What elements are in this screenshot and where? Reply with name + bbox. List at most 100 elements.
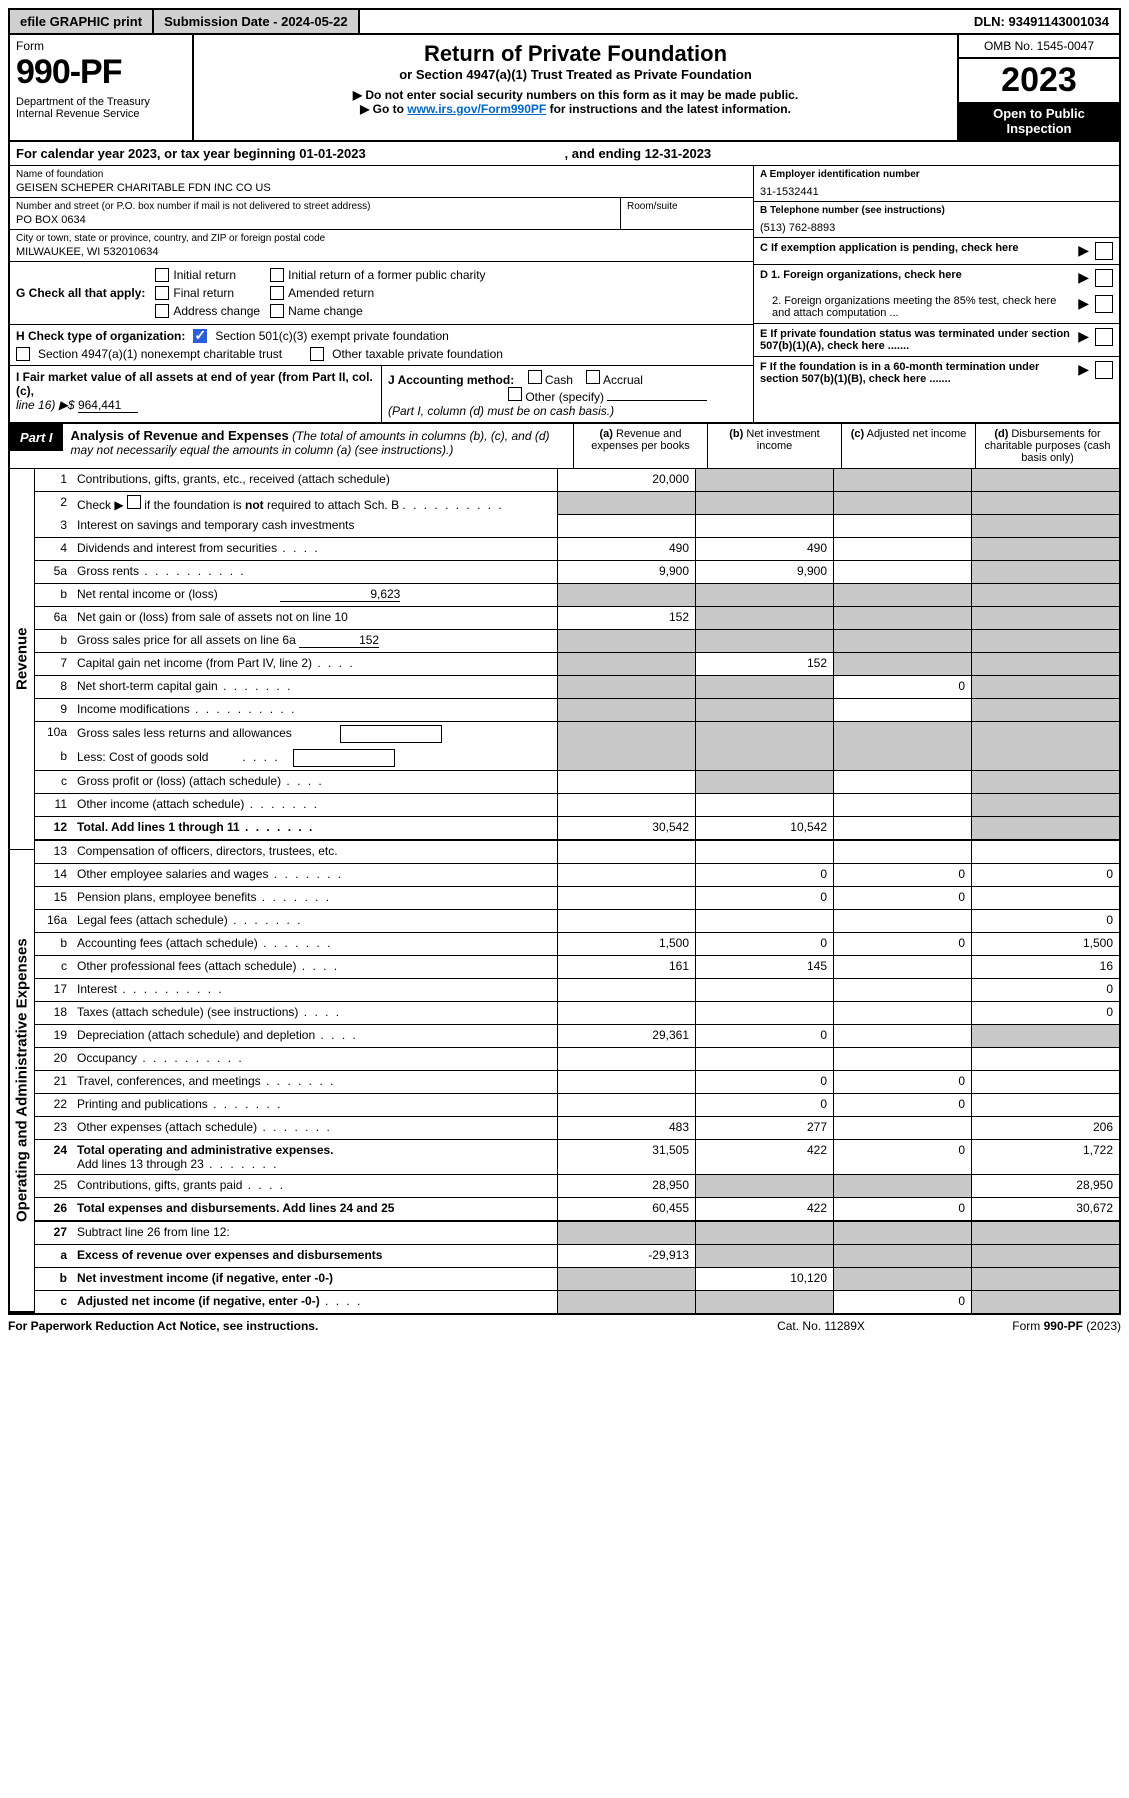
g-amended-return-checkbox[interactable] [270, 286, 284, 300]
line-27: 27 Subtract line 26 from line 12: [35, 1222, 1119, 1245]
col-d [971, 841, 1119, 863]
schB-checkbox[interactable] [127, 495, 141, 509]
col-c-header: (c) Adjusted net income [841, 424, 975, 468]
g-address-change-checkbox[interactable] [155, 304, 169, 318]
col-a: 490 [557, 538, 695, 560]
col-a [557, 771, 695, 793]
col-d: 28,950 [971, 1175, 1119, 1197]
form-number: 990-PF [16, 53, 186, 92]
col-b: 9,900 [695, 561, 833, 583]
col-a [557, 653, 695, 675]
line-desc: Pension plans, employee benefits [73, 887, 557, 909]
d1-checkbox[interactable] [1095, 269, 1113, 287]
line-num: 7 [35, 653, 73, 675]
line-num: 16a [35, 910, 73, 932]
col-d: 0 [971, 979, 1119, 1001]
line-desc: Gross profit or (loss) (attach schedule) [73, 771, 557, 793]
arrow-icon: ▶ [1078, 295, 1089, 319]
col-d [971, 722, 1119, 746]
col-c: 0 [833, 864, 971, 886]
col-a [557, 515, 695, 537]
j-other-checkbox[interactable] [508, 387, 522, 401]
section-ij: I Fair market value of all assets at end… [10, 365, 753, 422]
col-d: 0 [971, 1002, 1119, 1024]
line-16b: b Accounting fees (attach schedule) 1,50… [35, 933, 1119, 956]
col-b [695, 910, 833, 932]
foundation-name-value: GEISEN SCHEPER CHARITABLE FDN INC CO US [16, 180, 747, 194]
line-num: 18 [35, 1002, 73, 1024]
col-d [971, 515, 1119, 537]
h-opt3: Other taxable private foundation [332, 347, 503, 361]
arrow-icon: ▶ [1078, 269, 1089, 287]
line-num: 20 [35, 1048, 73, 1070]
line-num: a [35, 1245, 73, 1267]
col-b: 422 [695, 1198, 833, 1220]
g-initial-former-checkbox[interactable] [270, 268, 284, 282]
line-num: 2 [35, 492, 73, 515]
col-b [695, 676, 833, 698]
line-desc: Excess of revenue over expenses and disb… [73, 1245, 557, 1267]
street-cell: Number and street (or P.O. box number if… [10, 198, 620, 230]
col-d [971, 1025, 1119, 1047]
city-value: MILWAUKEE, WI 532010634 [16, 244, 747, 258]
col-a: 29,361 [557, 1025, 695, 1047]
col-d [971, 746, 1119, 770]
g-opt6: Name change [288, 304, 363, 318]
c-checkbox[interactable] [1095, 242, 1113, 260]
line-27b: b Net investment income (if negative, en… [35, 1268, 1119, 1291]
h-501c3-checkbox[interactable] [193, 329, 207, 343]
form990pf-link[interactable]: www.irs.gov/Form990PF [407, 102, 546, 116]
line-7: 7 Capital gain net income (from Part IV,… [35, 653, 1119, 676]
line-desc: Depreciation (attach schedule) and deple… [73, 1025, 557, 1047]
col-a [557, 864, 695, 886]
col-b [695, 1048, 833, 1070]
section-d1: D 1. Foreign organizations, check here ▶ [754, 265, 1119, 291]
form-reference: Form 990-PF (2023) [921, 1319, 1121, 1333]
phone-cell: B Telephone number (see instructions) (5… [754, 202, 1119, 238]
col-b: 0 [695, 1094, 833, 1116]
h-label: H Check type of organization: [16, 329, 185, 343]
line-21: 21 Travel, conferences, and meetings 0 0 [35, 1071, 1119, 1094]
line-desc: Other expenses (attach schedule) [73, 1117, 557, 1139]
phone-value: (513) 762-8893 [760, 216, 1113, 234]
g-final-return-checkbox[interactable] [155, 286, 169, 300]
identity-block: Name of foundation GEISEN SCHEPER CHARIT… [8, 166, 1121, 424]
open-to-public: Open to Public Inspection [959, 102, 1119, 140]
d2-checkbox[interactable] [1095, 295, 1113, 313]
line-num: 25 [35, 1175, 73, 1197]
line-10c: c Gross profit or (loss) (attach schedul… [35, 771, 1119, 794]
col-b [695, 630, 833, 652]
line-num: c [35, 956, 73, 978]
d2-label: 2. Foreign organizations meeting the 85%… [760, 295, 1072, 319]
h-other-checkbox[interactable] [310, 347, 324, 361]
h-4947-checkbox[interactable] [16, 347, 30, 361]
col-d [971, 469, 1119, 491]
col-c: 0 [833, 1140, 971, 1174]
j-cash-checkbox[interactable] [528, 370, 542, 384]
line-num: c [35, 1291, 73, 1313]
efile-print-button[interactable]: efile GRAPHIC print [10, 10, 154, 33]
tax-year-end: , and ending 12-31-2023 [565, 146, 1114, 161]
j-accrual-checkbox[interactable] [586, 370, 600, 384]
line-desc: Printing and publications [73, 1094, 557, 1116]
line-desc: Net rental income or (loss) 9,623 [73, 584, 557, 606]
e-checkbox[interactable] [1095, 328, 1113, 346]
section-i: I Fair market value of all assets at end… [10, 366, 381, 422]
g-initial-return-checkbox[interactable] [155, 268, 169, 282]
line-10b: b Less: Cost of goods sold [35, 746, 1119, 771]
col-c [833, 699, 971, 721]
line-10a: 10a Gross sales less returns and allowan… [35, 722, 1119, 746]
d1-label: D 1. Foreign organizations, check here [760, 269, 1072, 287]
line-26: 26 Total expenses and disbursements. Add… [35, 1198, 1119, 1222]
line-num: 6a [35, 607, 73, 629]
col-d [971, 817, 1119, 839]
line-6a: 6a Net gain or (loss) from sale of asset… [35, 607, 1119, 630]
g-name-change-checkbox[interactable] [270, 304, 284, 318]
catalog-number: Cat. No. 11289X [721, 1319, 921, 1333]
col-b [695, 469, 833, 491]
col-b [695, 1175, 833, 1197]
f-checkbox[interactable] [1095, 361, 1113, 379]
col-a: 483 [557, 1117, 695, 1139]
line-5b-box: 9,623 [280, 587, 400, 602]
col-d: 30,672 [971, 1198, 1119, 1220]
